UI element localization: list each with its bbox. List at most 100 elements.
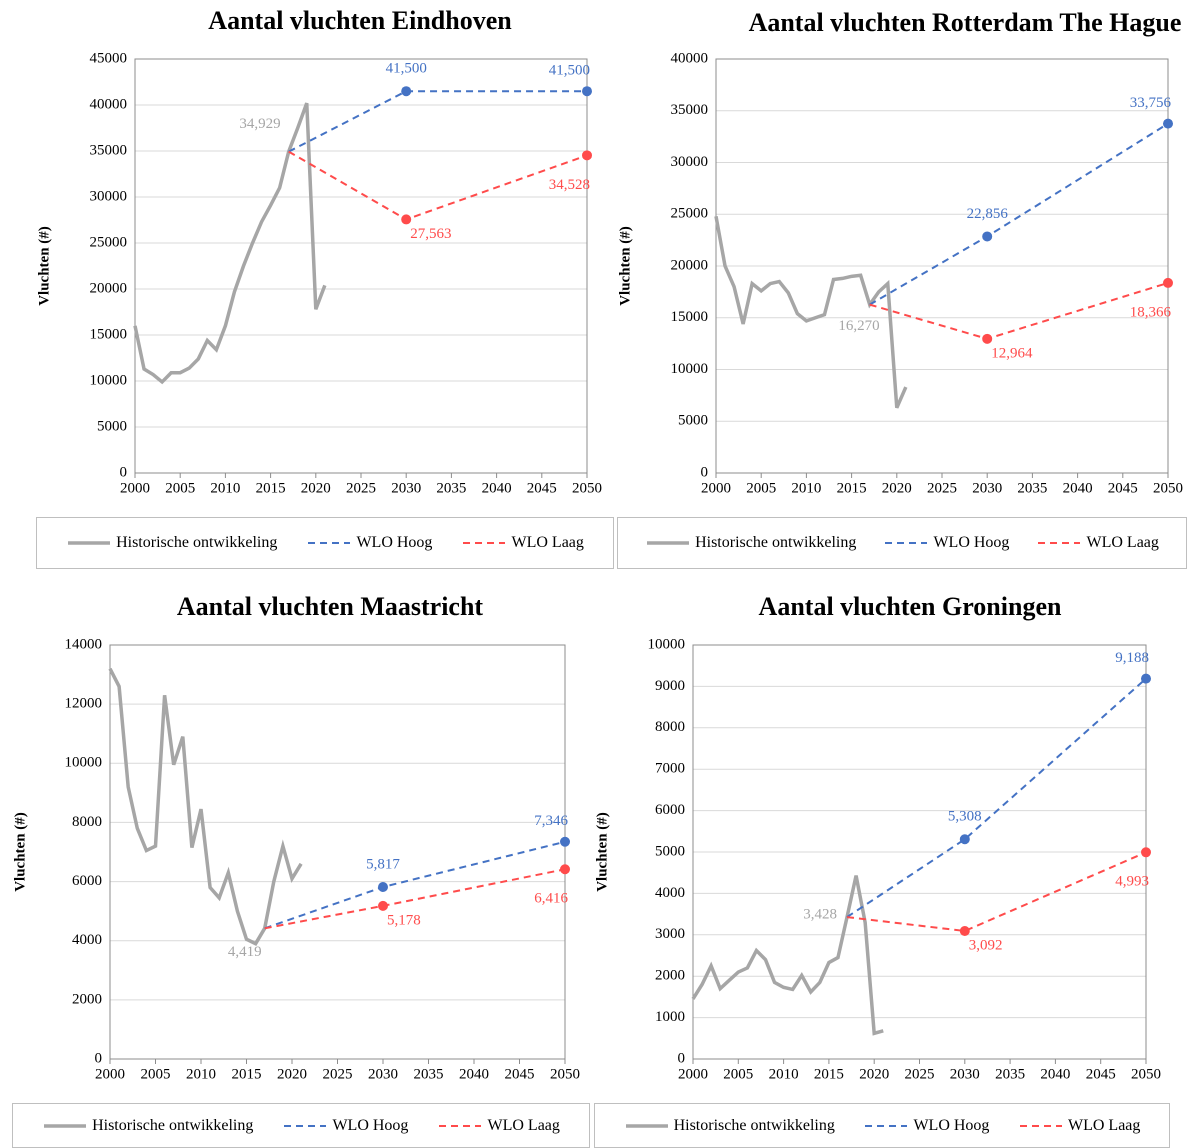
x-tick-label: 2035 (1017, 480, 1047, 496)
x-tick-label: 2015 (814, 1066, 844, 1082)
y-tick-label: 25000 (671, 206, 709, 222)
legend-entry: Historische ontwikkeling (42, 1117, 253, 1135)
x-tick-label: 2030 (972, 480, 1002, 496)
y-tick-label: 7000 (655, 761, 685, 777)
y-tick-label: 20000 (90, 280, 128, 296)
legend-label: WLO Hoog (933, 534, 1010, 551)
x-tick-label: 2040 (1063, 480, 1093, 496)
x-tick-label: 2025 (323, 1066, 353, 1082)
x-tick-label: 2035 (436, 480, 466, 496)
legend-swatch (885, 542, 928, 544)
data-label: 9,188 (1115, 650, 1149, 666)
y-axis-label: Vluchten (#) (617, 226, 633, 306)
legend-label: WLO Hoog (913, 1116, 990, 1134)
point-marker (582, 86, 592, 97)
x-tick-label: 2040 (1040, 1066, 1070, 1082)
legend: Historische ontwikkeling WLO Hoog WLO Laag (36, 517, 614, 569)
x-tick-label: 2010 (186, 1066, 216, 1082)
data-label: 16,270 (838, 318, 879, 334)
legend-swatch (1019, 1124, 1062, 1127)
legend-swatch (44, 1123, 87, 1128)
legend-entry: WLO Hoog (282, 1117, 408, 1135)
x-tick-label: 2025 (927, 480, 957, 496)
data-label: 3,092 (969, 937, 1003, 953)
point-marker (401, 86, 412, 97)
legend-entry: Historische ontwikkeling (66, 534, 277, 552)
data-label: 34,528 (549, 177, 590, 193)
y-tick-label: 0 (678, 1050, 686, 1066)
y-tick-label: 5000 (678, 413, 708, 429)
x-tick-label: 2035 (414, 1066, 444, 1082)
legend-entry: WLO Laag (461, 534, 584, 552)
series-line (108, 667, 303, 946)
legend-swatch (865, 1124, 908, 1127)
x-tick-label: 2025 (346, 480, 376, 496)
legend-label: WLO Laag (487, 1116, 560, 1134)
x-tick-label: 2000 (678, 1066, 708, 1082)
y-tick-label: 12000 (65, 696, 103, 712)
x-tick-label: 2000 (95, 1066, 125, 1082)
legend-swatch (463, 542, 506, 544)
data-label: 6,416 (534, 891, 568, 907)
chart-title: Aantal vluchten Rotterdam The Hague (748, 8, 1182, 37)
legend-entry: Historische ontwikkeling (645, 534, 856, 552)
legend-swatch (625, 1123, 668, 1128)
point-marker (582, 150, 592, 161)
legend-entry: WLO Hoog (883, 534, 1009, 552)
y-axis-label: Vluchten (#) (36, 226, 52, 306)
y-tick-label: 3000 (655, 926, 685, 942)
x-tick-label: 2045 (1086, 1066, 1116, 1082)
legend-label: Historische ontwikkeling (673, 1116, 835, 1134)
x-tick-label: 2045 (527, 480, 557, 496)
data-label: 7,346 (534, 813, 568, 829)
x-tick-label: 2000 (701, 480, 731, 496)
y-tick-label: 40000 (671, 50, 709, 66)
point-marker (378, 900, 388, 911)
y-tick-label: 35000 (671, 102, 709, 118)
y-tick-label: 5000 (655, 843, 685, 859)
legend-swatch (68, 541, 111, 545)
x-tick-label: 2050 (1153, 480, 1183, 496)
point-marker (378, 881, 388, 892)
legend: Historische ontwikkeling WLO Hoog WLO Laag (12, 1103, 590, 1148)
chart-title: Aantal vluchten Eindhoven (208, 6, 512, 35)
y-tick-label: 14000 (65, 636, 103, 652)
series-line (288, 90, 587, 153)
x-tick-label: 2020 (882, 480, 912, 496)
point-marker (560, 864, 570, 875)
legend: Historische ontwikkeling WLO Hoog WLO Laag (617, 517, 1187, 569)
data-label: 33,756 (1130, 95, 1172, 111)
point-marker (1163, 277, 1173, 288)
x-tick-label: 2040 (459, 1066, 489, 1082)
x-tick-label: 2050 (1131, 1066, 1161, 1082)
x-tick-label: 2020 (301, 480, 331, 496)
x-tick-label: 2005 (165, 480, 195, 496)
legend-label: Historische ontwikkeling (695, 534, 857, 551)
legend-label: WLO Laag (1067, 1116, 1141, 1134)
plot-area (109, 644, 566, 1060)
series-line (846, 851, 1147, 933)
data-label: 18,366 (1130, 304, 1172, 320)
legend-label: Historische ontwikkeling (116, 534, 278, 551)
series-line (691, 875, 884, 1036)
x-tick-label: 2045 (505, 1066, 535, 1082)
data-label: 4,993 (1115, 874, 1149, 890)
chart-title: Aantal vluchten Maastricht (176, 592, 484, 621)
series-line (846, 677, 1147, 918)
y-tick-label: 10000 (90, 372, 128, 388)
legend-entry: WLO Hoog (306, 534, 432, 552)
x-tick-label: 2005 (141, 1066, 171, 1082)
series-line (288, 150, 588, 221)
y-axis-label: Vluchten (#) (12, 812, 28, 892)
x-tick-label: 2030 (950, 1066, 980, 1082)
y-axis-label: Vluchten (#) (594, 812, 610, 892)
y-tick-label: 6000 (655, 802, 685, 818)
y-tick-label: 9000 (655, 678, 685, 694)
x-tick-label: 2000 (120, 480, 150, 496)
x-tick-label: 2010 (791, 480, 821, 496)
data-label: 12,964 (991, 345, 1033, 361)
point-marker (1141, 847, 1151, 858)
point-marker (959, 925, 970, 936)
